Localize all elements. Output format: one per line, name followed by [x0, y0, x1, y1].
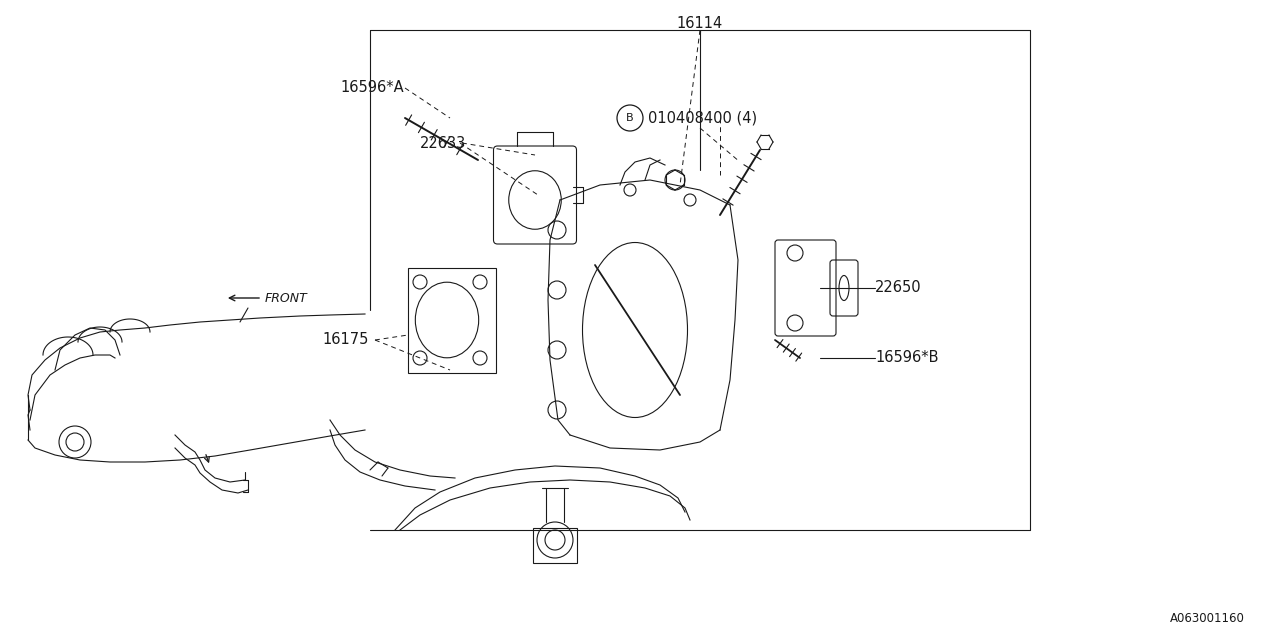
Text: 16175: 16175 [323, 333, 369, 348]
Text: 16114: 16114 [677, 16, 723, 31]
Text: 16596*A: 16596*A [340, 81, 403, 95]
Text: FRONT: FRONT [265, 291, 307, 305]
Text: B: B [626, 113, 634, 123]
Text: 22633: 22633 [420, 136, 466, 150]
Text: 16596*B: 16596*B [876, 351, 938, 365]
Text: A063001160: A063001160 [1170, 612, 1245, 625]
Text: 010408400 (4): 010408400 (4) [648, 111, 758, 125]
Text: 22650: 22650 [876, 280, 922, 296]
